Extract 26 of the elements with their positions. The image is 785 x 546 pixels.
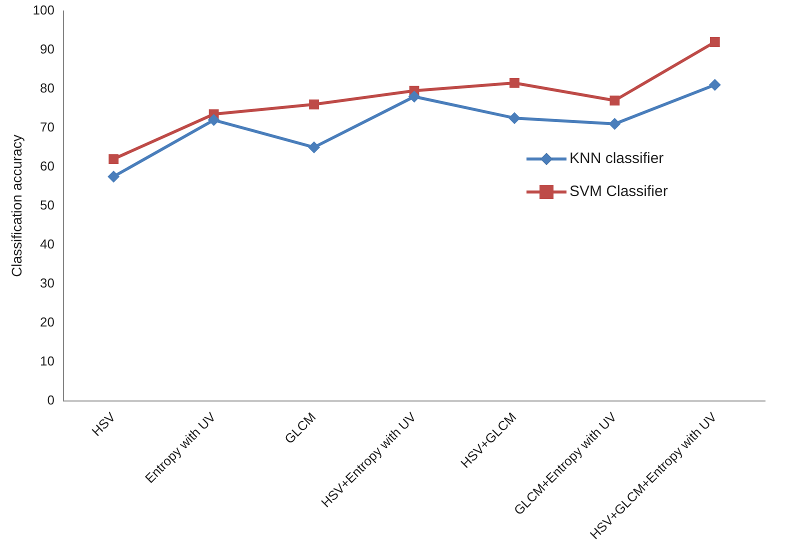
point	[708, 78, 721, 91]
point	[108, 170, 120, 183]
point	[710, 37, 720, 47]
y-tick-label: 80	[40, 80, 54, 96]
point	[208, 114, 220, 126]
point	[508, 112, 520, 124]
y-tick-label: 100	[32, 2, 54, 18]
y-tick-label: 20	[40, 314, 54, 330]
legend-label: KNN classifier	[569, 150, 664, 168]
y-tick-label: 10	[40, 353, 54, 368]
y-tick-label: 40	[40, 236, 54, 252]
y-tick-label: 50	[40, 197, 54, 212]
point	[308, 141, 320, 154]
point	[510, 78, 520, 88]
y-tick-label: 30	[40, 275, 54, 290]
point	[608, 118, 621, 130]
point	[610, 96, 620, 106]
y-tick-label: 90	[40, 41, 54, 56]
point	[408, 90, 420, 103]
legend-label: SVM Classifier	[569, 183, 668, 200]
y-axis-title: Classification accuracy	[8, 134, 24, 278]
y-tick-label: 0	[47, 392, 54, 408]
y-tick-label: 70	[40, 119, 54, 134]
y-tick-label: 60	[40, 158, 54, 174]
point	[108, 154, 119, 164]
point	[309, 99, 319, 110]
